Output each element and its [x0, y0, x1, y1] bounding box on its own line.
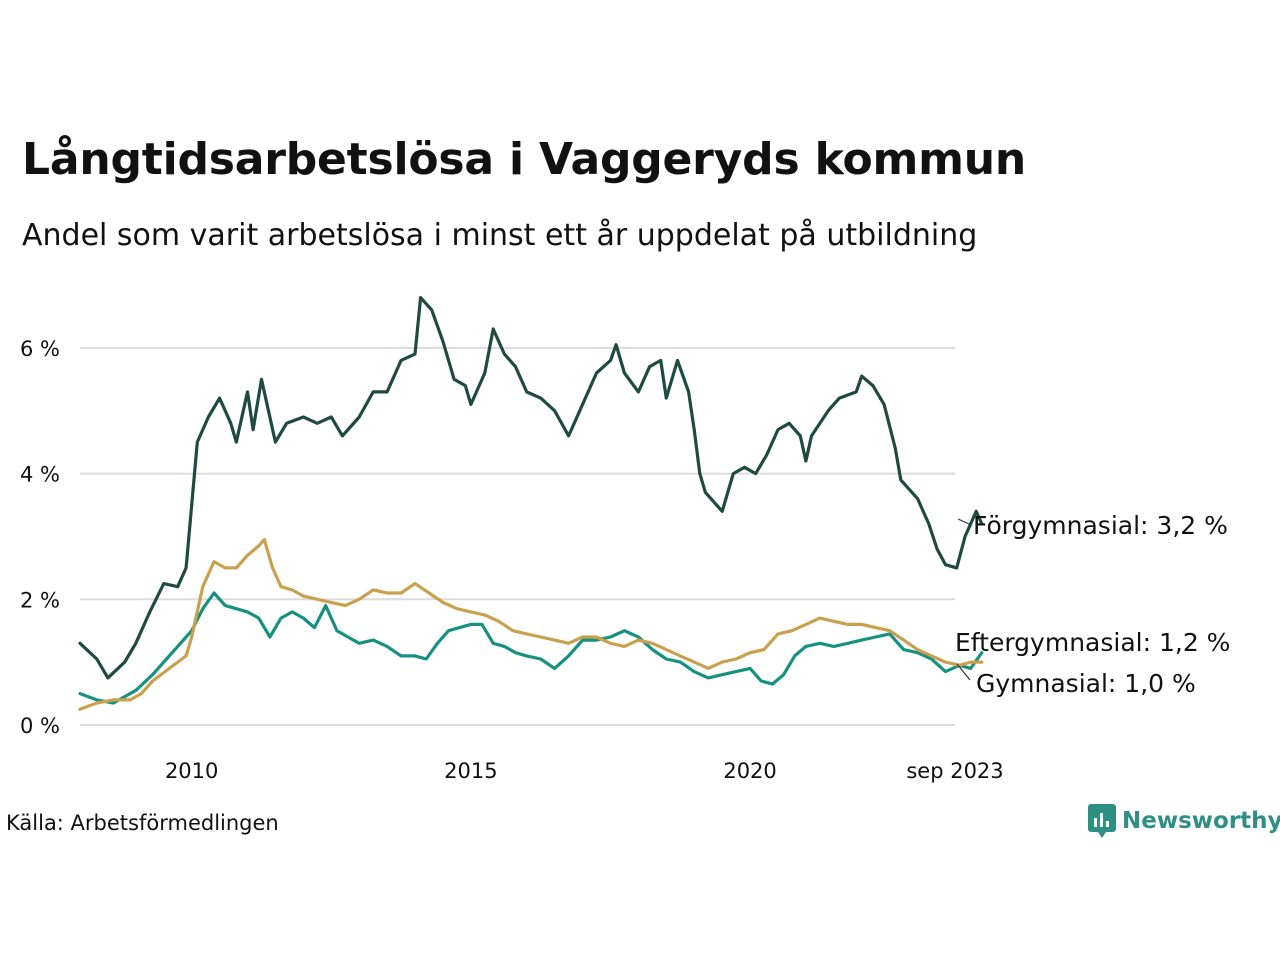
end-label-forgymnasial: Förgymnasial: 3,2 %: [973, 511, 1228, 540]
y-axis: 0 % 2 % 4 % 6 %: [20, 337, 60, 738]
series-line-eftergymnasial: [78, 591, 984, 705]
label-leader-line: [956, 663, 971, 681]
newsworthy-logo-icon: [1088, 804, 1116, 838]
series-lines: [78, 296, 984, 711]
y-tick-label: 6 %: [20, 337, 60, 361]
chart-title: Långtidsarbetslösa i Vaggeryds kommun: [22, 134, 1027, 185]
source-note: Källa: Arbetsförmedlingen: [6, 811, 279, 835]
x-tick-label: 2020: [723, 759, 776, 783]
series-line-gymnasial: [78, 538, 984, 711]
x-axis: 2010 2015 2020 sep 2023: [165, 759, 1004, 783]
series-line-forgymnasial: [78, 296, 984, 680]
end-label-eftergymnasial: Eftergymnasial: 1,2 %: [955, 628, 1230, 657]
y-tick-label: 2 %: [20, 588, 60, 612]
x-tick-label: 2015: [444, 759, 497, 783]
label-leader-line: [957, 518, 970, 525]
brand-logo: Newsworthy: [1088, 804, 1280, 838]
y-tick-label: 4 %: [20, 463, 60, 487]
grid-layer: [80, 346, 955, 726]
chart-subtitle: Andel som varit arbetslösa i minst ett å…: [22, 218, 978, 253]
end-label-gymnasial: Gymnasial: 1,0 %: [976, 669, 1196, 698]
series-end-labels: Förgymnasial: 3,2 % Eftergymnasial: 1,2 %…: [955, 511, 1230, 698]
brand-name: Newsworthy: [1122, 808, 1280, 834]
x-tick-label: sep 2023: [906, 759, 1003, 783]
y-tick-label: 0 %: [20, 714, 60, 738]
x-tick-label: 2010: [165, 759, 218, 783]
